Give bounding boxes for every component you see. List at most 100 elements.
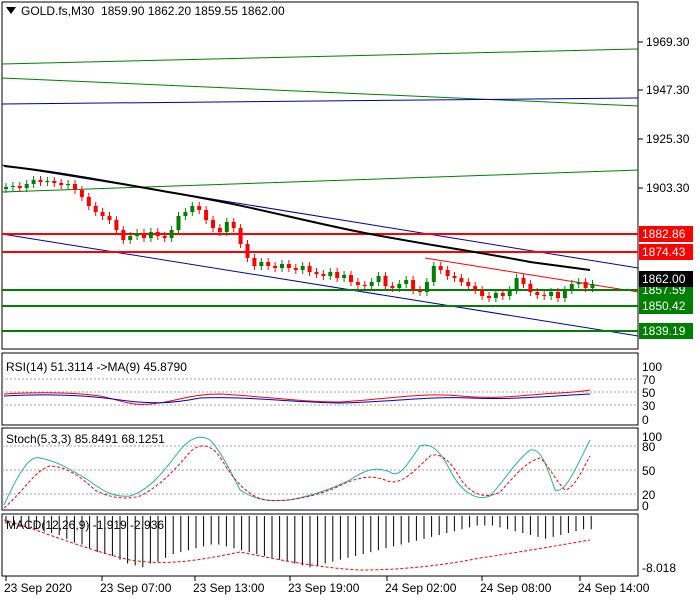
current-price-label: 1862.00 <box>642 272 686 286</box>
candle-body <box>211 220 215 228</box>
trend-lines <box>1 48 639 337</box>
macd-pane-frame <box>1 513 639 577</box>
candle-body <box>404 280 409 284</box>
candle-body <box>535 292 540 295</box>
macd-tick-label: -8.018 <box>642 561 676 575</box>
candle-body <box>142 233 146 238</box>
trendline-red <box>424 257 639 293</box>
candle-body <box>245 244 250 258</box>
candle-body <box>86 197 91 206</box>
candle-body <box>121 230 126 240</box>
candle-body <box>466 282 471 286</box>
time-tick-label: 24 Sep 08:00 <box>480 581 552 595</box>
stoch-tick-label: 20 <box>642 488 656 502</box>
candle-body <box>204 210 209 220</box>
candle-body <box>569 284 574 290</box>
stoch-label: Stoch(5,3,3) 85.8491 68.1251 <box>6 432 165 446</box>
candle-body <box>493 293 498 298</box>
candle-body <box>556 292 560 298</box>
candle-body <box>273 266 278 268</box>
candle-body <box>528 284 533 292</box>
candle-body <box>328 272 333 276</box>
candle-body <box>52 181 57 183</box>
high-value: 1862.20 <box>147 4 192 18</box>
candle-body <box>100 212 105 216</box>
candle-body <box>107 216 112 220</box>
macd-label: MACD(12,26,9) -1.919 -2.936 <box>6 518 165 532</box>
candle-body <box>59 183 64 185</box>
level-price-tag <box>639 298 693 314</box>
price-tick-label: 1903.30 <box>646 181 690 195</box>
low-value: 1859.55 <box>194 4 238 18</box>
candle-body <box>438 266 443 270</box>
main-pane-frame <box>1 1 639 350</box>
candle-body <box>10 186 15 187</box>
rsi-label: RSI(14) 51.3114 ->MA(9) 45.8790 <box>6 360 187 374</box>
candle-body <box>162 236 167 238</box>
candle-body <box>342 275 347 278</box>
rsi-tick-label: 50 <box>642 386 656 400</box>
candle-body <box>445 270 450 276</box>
stoch-tick-label: 0 <box>642 499 649 513</box>
candle-body <box>480 290 485 296</box>
dropdown-triangle-icon[interactable] <box>6 7 16 14</box>
time-tick-label: 24 Sep 14:00 <box>578 581 650 595</box>
trendline-upper-descending <box>1 77 639 107</box>
rsi-pane-frame <box>1 352 639 426</box>
stoch-main-line <box>3 436 591 506</box>
candle-body <box>376 276 381 282</box>
level-price-label: 1874.43 <box>642 245 686 259</box>
candle-body <box>542 295 547 296</box>
candle-body <box>293 268 298 270</box>
candle-body <box>224 222 229 232</box>
candle-body <box>459 278 464 282</box>
stoch-tick-label: 50 <box>642 464 656 478</box>
candle-body <box>4 187 8 189</box>
stoch-signal-line <box>3 445 591 509</box>
symbol-label: GOLD.fs,M30 <box>21 4 95 18</box>
chart-header: GOLD.fs,M30 1859.90 1862.20 1859.55 1862… <box>6 4 285 18</box>
level-price-label: 1839.19 <box>642 324 686 338</box>
candle-body <box>17 186 22 188</box>
ma-line <box>3 165 591 271</box>
candle-body <box>38 180 43 182</box>
candle-body <box>300 266 305 270</box>
level-price-label: 1850.42 <box>642 299 686 313</box>
candle-body <box>487 296 491 298</box>
close-value: 1862.00 <box>241 4 285 18</box>
candle-body <box>424 282 429 292</box>
candle-body <box>252 258 257 266</box>
candle-body <box>383 276 388 286</box>
candle-body <box>45 181 50 182</box>
candle-body <box>349 275 353 282</box>
stoch-tick-label: 80 <box>642 440 656 454</box>
candle-body <box>576 282 581 284</box>
candle-body <box>286 264 291 268</box>
level-price-tag <box>639 244 693 260</box>
rsi-ma-line <box>3 393 591 404</box>
candle-body <box>128 236 133 240</box>
candle-body <box>500 293 505 296</box>
price-axis: 1969.30 1947.30 1925.30 1903.30 1862.00 <box>638 35 693 287</box>
channel-line-top <box>1 97 639 105</box>
candle-body <box>521 278 526 284</box>
candle-body <box>93 206 98 212</box>
rsi-tick-label: 70 <box>642 373 656 387</box>
candle-body <box>66 184 71 185</box>
candle-body <box>335 272 340 278</box>
time-tick-label: 23 Sep 19:00 <box>288 581 360 595</box>
candlesticks <box>4 176 595 302</box>
candle-body <box>390 286 395 288</box>
candle-body <box>369 282 374 286</box>
trendline-upper <box>1 48 639 65</box>
price-tick-label: 1925.30 <box>646 132 690 146</box>
candle-body <box>590 284 595 288</box>
time-tick-label: 23 Sep 07:00 <box>100 581 172 595</box>
candle-body <box>514 278 519 290</box>
time-tick-label: 24 Sep 02:00 <box>385 581 457 595</box>
candle-body <box>190 206 195 212</box>
candle-body <box>217 228 222 232</box>
